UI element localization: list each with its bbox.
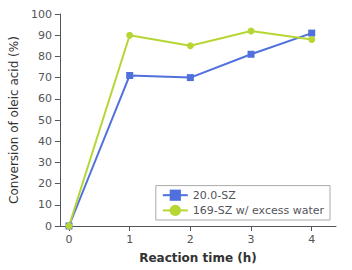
svg-text:90: 90 — [38, 29, 52, 42]
svg-text:10: 10 — [38, 198, 52, 211]
svg-text:Reaction time (h): Reaction time (h) — [139, 251, 257, 265]
svg-text:20: 20 — [38, 177, 52, 190]
svg-text:1: 1 — [126, 233, 133, 246]
svg-text:70: 70 — [38, 71, 52, 84]
svg-text:40: 40 — [38, 135, 52, 148]
svg-text:Conversion of oleic acid (%): Conversion of oleic acid (%) — [7, 36, 21, 204]
svg-text:20.0-SZ: 20.0-SZ — [193, 189, 236, 202]
svg-text:4: 4 — [308, 233, 315, 246]
svg-text:30: 30 — [38, 156, 52, 169]
svg-text:169-SZ w/ excess water: 169-SZ w/ excess water — [193, 204, 325, 217]
svg-text:3: 3 — [248, 233, 255, 246]
svg-text:80: 80 — [38, 50, 52, 63]
svg-text:0: 0 — [65, 233, 72, 246]
svg-text:50: 50 — [38, 114, 52, 127]
svg-text:0: 0 — [45, 220, 52, 233]
svg-text:60: 60 — [38, 92, 52, 105]
svg-text:100: 100 — [31, 8, 52, 21]
svg-text:2: 2 — [187, 233, 194, 246]
